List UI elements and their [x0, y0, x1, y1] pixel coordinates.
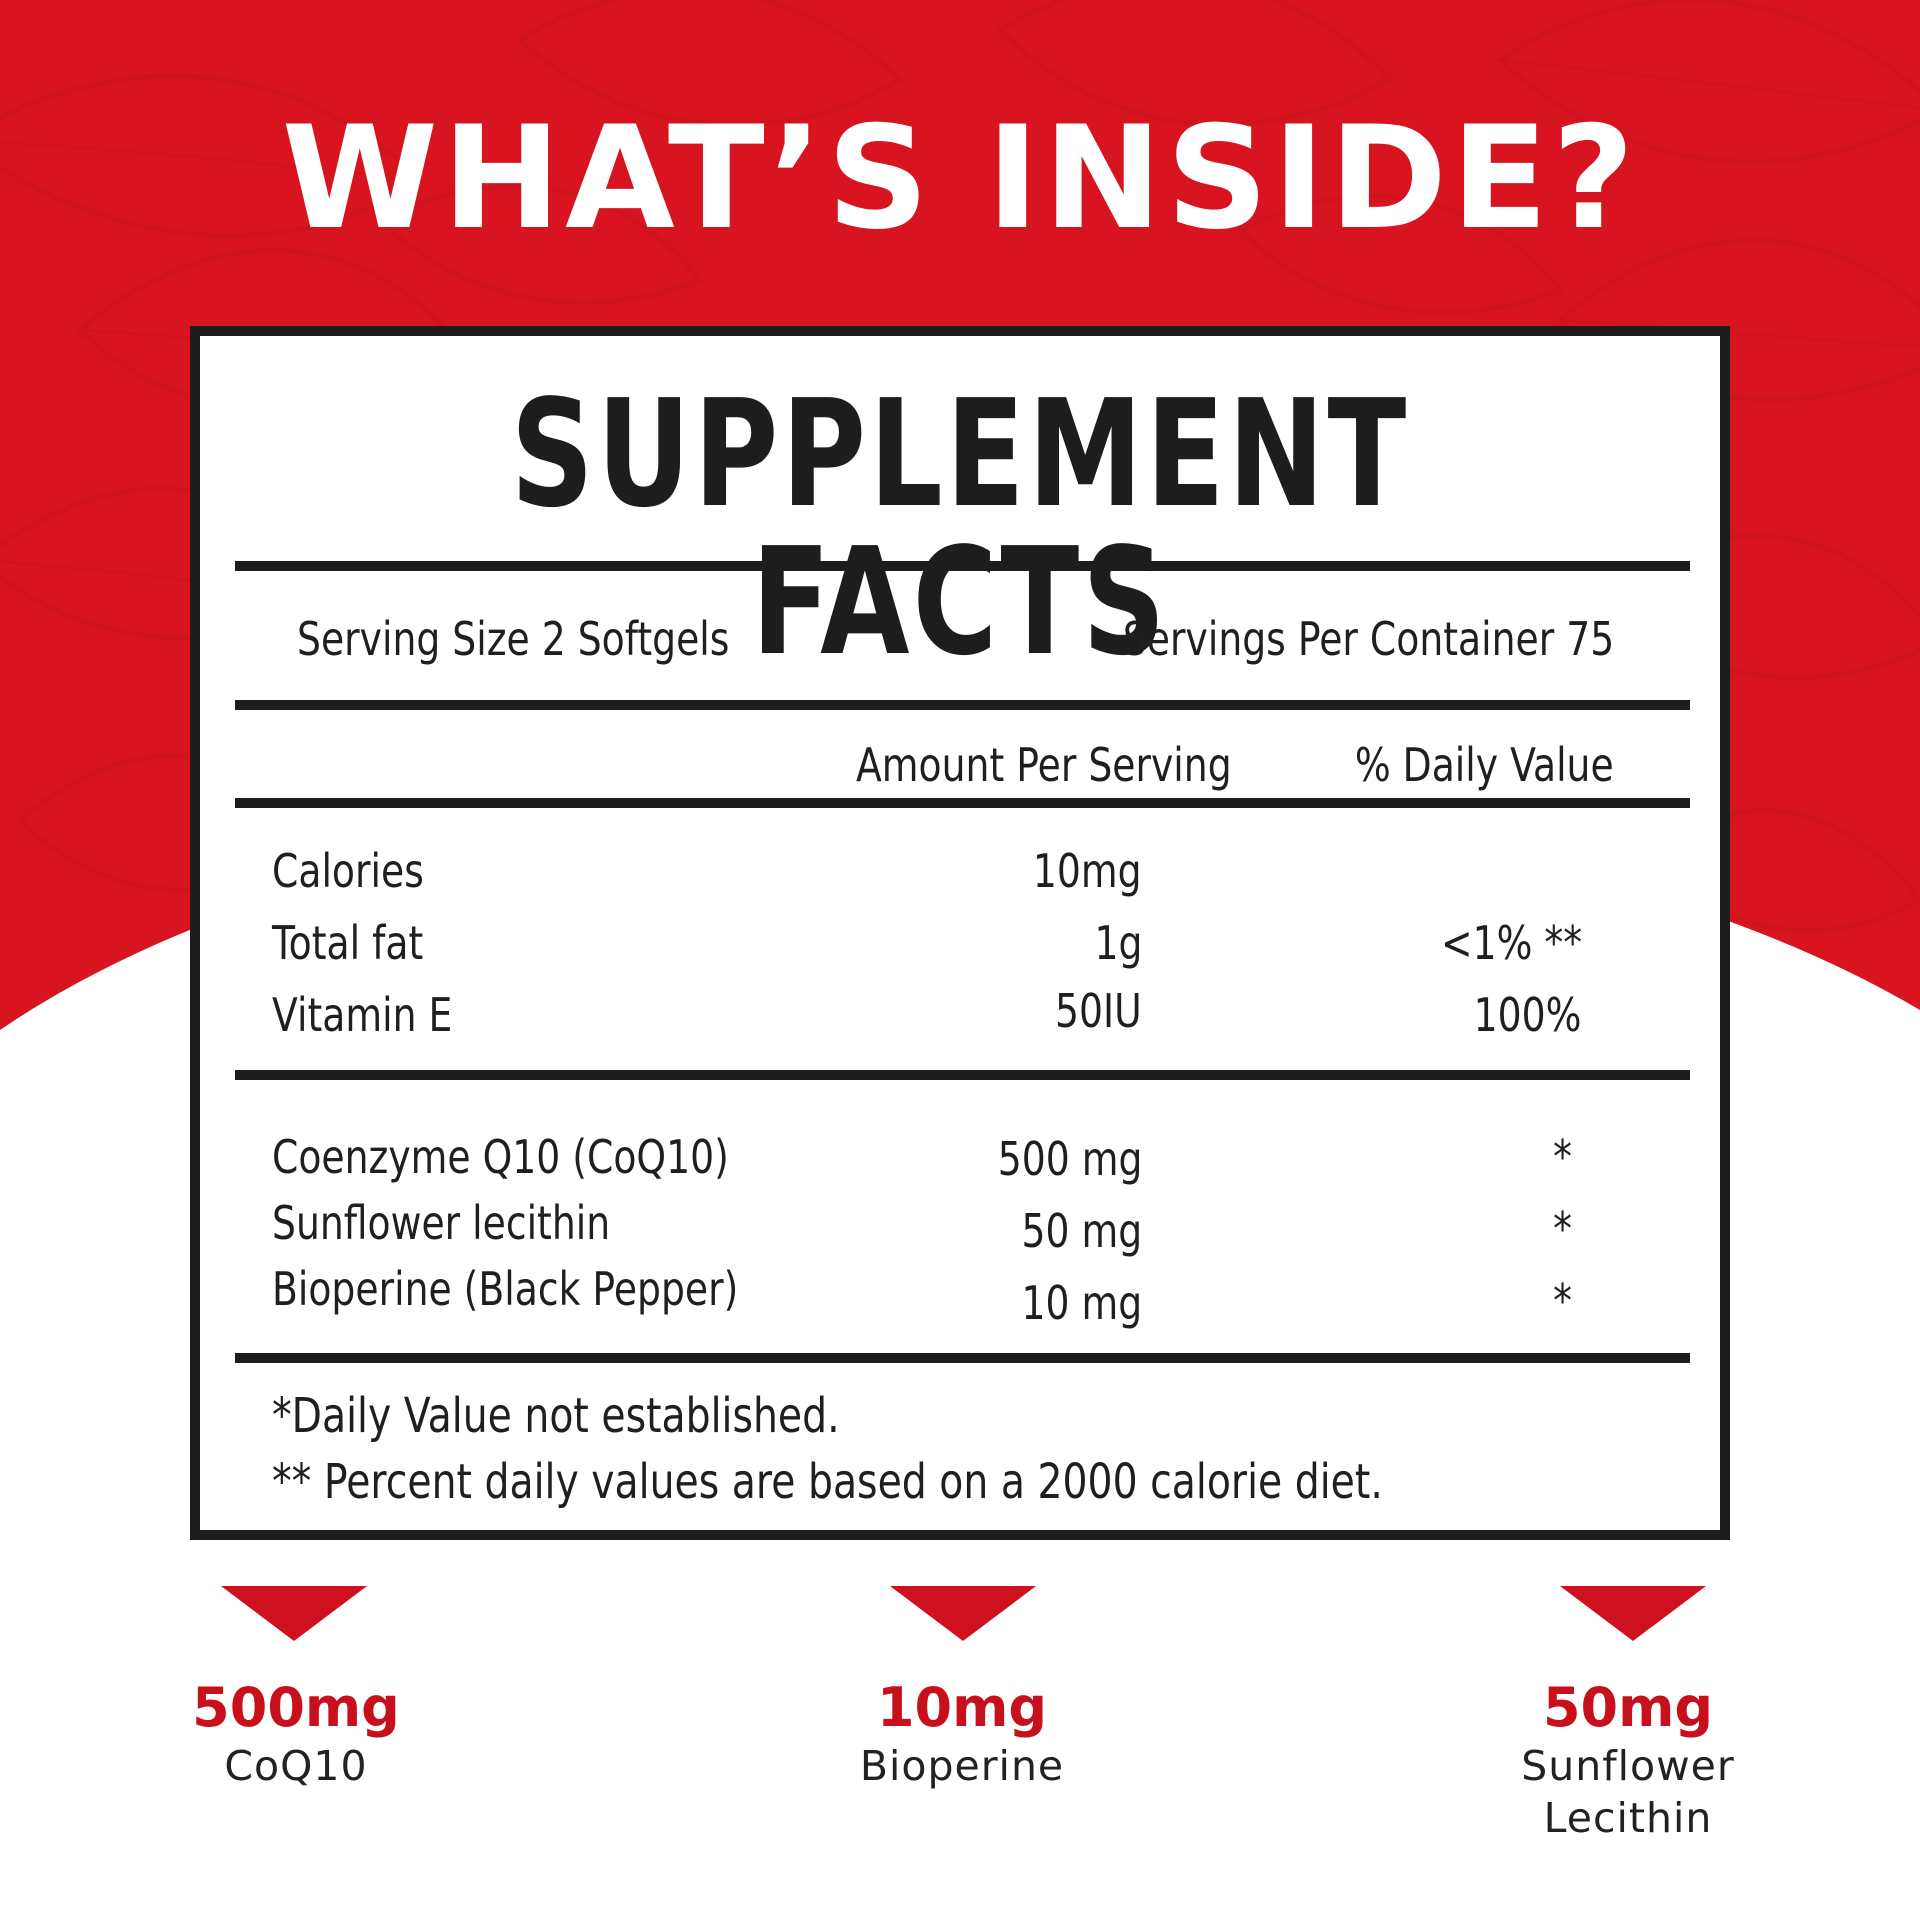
- ingredient-daily-value: *: [1553, 1202, 1572, 1256]
- down-triangle-icon: [221, 1586, 367, 1641]
- highlight-name: Bioperine: [859, 1742, 1065, 1790]
- ingredient-daily-value: *: [1553, 1130, 1572, 1184]
- highlight-amount: 500mg: [192, 1676, 400, 1739]
- highlight-name: Sunflower: [1521, 1742, 1735, 1790]
- nutrient-daily-value: 100%: [1474, 988, 1582, 1042]
- nutrient-name: Calories: [272, 844, 424, 898]
- down-triangle-icon: [890, 1586, 1036, 1641]
- ingredient-amount: 10 mg: [1021, 1276, 1142, 1330]
- highlight-name-line2: Lecithin: [1543, 1794, 1713, 1842]
- divider: [235, 1353, 1690, 1363]
- ingredient-name: Sunflower lecithin: [272, 1196, 611, 1250]
- page-headline: WHAT’S INSIDE?: [281, 96, 1639, 261]
- nutrient-amount: 10mg: [1033, 844, 1142, 898]
- highlight-amount: 10mg: [876, 1676, 1048, 1739]
- footnote-daily-value: *Daily Value not established.: [272, 1388, 840, 1444]
- nutrient-amount: 1g: [1094, 916, 1142, 970]
- panel-title: SUPPLEMENT FACTS: [510, 368, 1410, 688]
- ingredient-name: Bioperine (Black Pepper): [272, 1262, 739, 1316]
- down-triangle-icon: [1560, 1586, 1706, 1641]
- amount-per-serving-header: Amount Per Serving: [856, 738, 1232, 792]
- ingredient-amount: 500 mg: [997, 1132, 1142, 1186]
- divider: [235, 1070, 1690, 1080]
- divider: [235, 700, 1690, 710]
- nutrient-name: Total fat: [272, 916, 424, 970]
- footnote-percent-daily: ** Percent daily values are based on a 2…: [272, 1454, 1383, 1510]
- ingredient-amount: 50 mg: [1021, 1204, 1142, 1258]
- ingredient-name: Coenzyme Q10 (CoQ10): [272, 1130, 729, 1184]
- nutrient-name: Vitamin E: [272, 988, 453, 1042]
- nutrient-amount: 50IU: [1055, 984, 1142, 1038]
- divider: [235, 561, 1690, 571]
- daily-value-header: % Daily Value: [1355, 738, 1614, 792]
- nutrient-daily-value: <1% **: [1440, 916, 1582, 970]
- ingredient-daily-value: *: [1553, 1274, 1572, 1328]
- supplement-facts-panel: SUPPLEMENT FACTS Serving Size 2 Softgels…: [190, 326, 1730, 1540]
- highlight-amount: 50mg: [1542, 1676, 1714, 1739]
- highlight-name: CoQ10: [224, 1742, 368, 1790]
- divider: [235, 798, 1690, 808]
- serving-size: Serving Size 2 Softgels: [297, 612, 730, 666]
- servings-per-container: Servings Per Container 75: [1122, 612, 1614, 666]
